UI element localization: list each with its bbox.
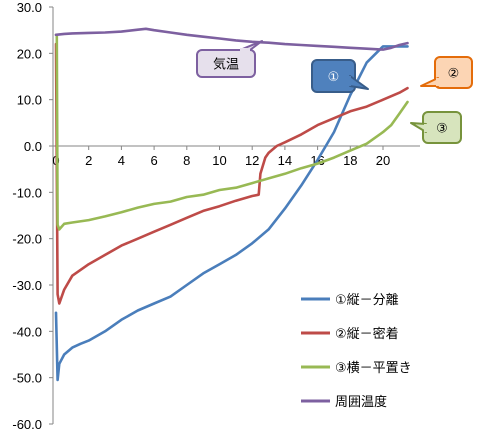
- axes: 30.0 20.0 10.0 0.0 -10.0 -20.0 -30.0 -40.0 -50.0…: [12, 0, 420, 432]
- callout-series-2: ②: [420, 56, 473, 89]
- legend-label: ①縦－分離: [335, 293, 399, 308]
- callout-seam: [240, 48, 250, 51]
- legend-label: ③横－平置き: [335, 361, 412, 376]
- callout-pointer: [410, 122, 427, 133]
- series-3-line: [54, 33, 409, 231]
- callout-label: ②: [448, 67, 460, 82]
- callout-seam: [424, 124, 427, 132]
- callout-box: [311, 59, 356, 93]
- y-tick-label: 10.0: [17, 93, 42, 108]
- callout-layer: 気温 ① ② ③: [196, 40, 473, 144]
- callout-seam: [348, 76, 351, 86]
- callout-label: ③: [436, 122, 448, 137]
- callout-seam: [436, 78, 439, 86]
- y-tick-label: -60.0: [12, 417, 42, 432]
- y-tick-label: -30.0: [12, 278, 42, 293]
- y-tick-label: -20.0: [12, 232, 42, 247]
- callout-box: [434, 56, 473, 89]
- x-tick-label: 2: [85, 153, 92, 168]
- y-tick-label: 0.0: [24, 139, 42, 154]
- y-tick-label: 30.0: [17, 0, 42, 15]
- callout-label: ①: [328, 70, 340, 85]
- series-4-line: [54, 27, 409, 51]
- x-tick-label: 20: [376, 153, 390, 168]
- x-tick-label: 6: [150, 153, 157, 168]
- x-tick-label: 12: [245, 153, 259, 168]
- legend-item: ③横－平置き: [301, 361, 412, 376]
- callout-air-temperature: 気温: [196, 40, 263, 78]
- x-tick-label: 8: [183, 153, 190, 168]
- series-2-line: [54, 42, 409, 305]
- series-1-line: [54, 45, 409, 382]
- y-tick-label: -10.0: [12, 185, 42, 200]
- x-tick-label: 18: [343, 153, 357, 168]
- y-tick-label: 20.0: [17, 46, 42, 61]
- legend-item: 周囲温度: [301, 394, 387, 410]
- series-layer: [54, 27, 409, 382]
- callout-label: 気温: [213, 57, 239, 73]
- legend-item: ②縦－密着: [301, 326, 399, 342]
- legend-item: ①縦－分離: [301, 293, 399, 308]
- callout-pointer: [420, 77, 439, 87]
- legend-label: ②縦－密着: [335, 326, 399, 342]
- legend-label: 周囲温度: [335, 394, 387, 410]
- callout-series-3: ③: [410, 111, 462, 144]
- callout-box: [196, 49, 256, 78]
- x-tick-label: 10: [212, 153, 226, 168]
- callout-series-1: ①: [311, 59, 369, 93]
- y-tick-label: -40.0: [12, 324, 42, 339]
- y-tick-label: -50.0: [12, 371, 42, 386]
- x-tick-label: 4: [118, 153, 125, 168]
- x-tick-label: 14: [278, 153, 292, 168]
